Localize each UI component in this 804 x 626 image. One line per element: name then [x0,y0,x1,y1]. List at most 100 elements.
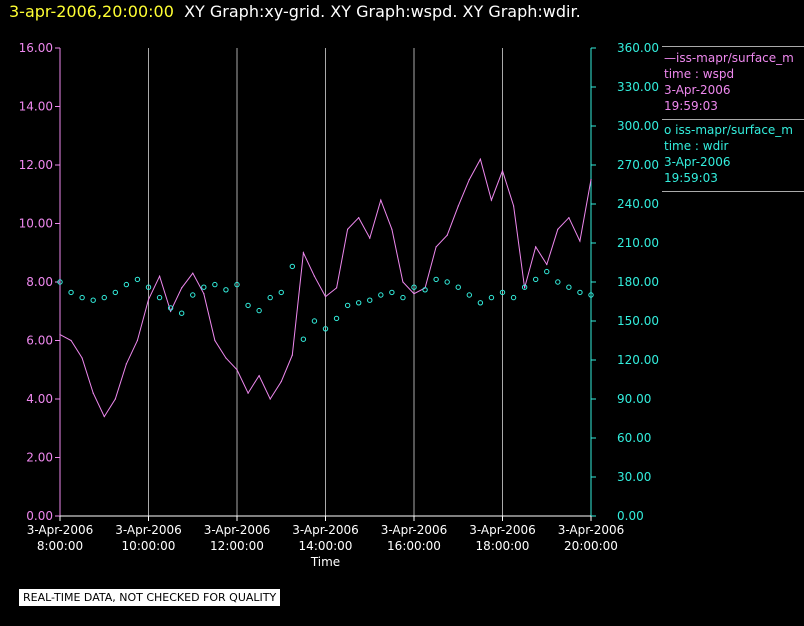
wdir-data-point [223,287,229,293]
wdir-data-point [521,284,528,290]
x-tick-time-label: 16:00:00 [387,539,441,553]
wspd-data-point [291,354,293,356]
wdir-data-point [455,284,461,290]
legend-entry-wspd: —iss-mapr/surface_m time : wspd 3-Apr-20… [664,50,794,114]
y-left-tick-label: 14.00 [19,100,53,114]
wdir-data-point [588,292,594,298]
wdir-data-point [167,305,174,311]
wdir-data-point [201,284,207,290]
title-timestamp: 3-apr-2006,20:00:00 [9,2,174,21]
y-left-tick-label: 4.00 [26,392,53,406]
wdir-data-point [422,287,428,293]
wspd-data-point [524,287,526,289]
legend-wspd-date: 3-Apr-2006 [664,83,731,97]
wspd-data-point [92,392,94,394]
wspd-data-point [181,287,183,289]
wspd-data-point [347,228,349,230]
legend-divider-middle [662,119,804,120]
wspd-data-point [435,246,437,248]
x-tick-date-label: 3-Apr-2006 [381,523,448,537]
wspd-data-point [557,228,559,230]
y-left-tick-label: 16.00 [19,41,53,55]
y-right-tick-label: 120.00 [617,353,659,367]
x-tick-time-label: 14:00:00 [299,539,353,553]
x-tick-date-label: 3-Apr-2006 [204,523,271,537]
legend-wdir-clock: 19:59:03 [664,171,718,185]
quality-note: REAL-TIME DATA, NOT CHECKED FOR QUALITY [19,589,281,606]
wdir-data-point [555,279,561,285]
wspd-data-point [501,170,504,172]
wdir-data-point [389,289,395,296]
wdir-data-point [433,276,439,283]
wdir-data-point [532,276,539,283]
y-right-tick-label: 180.00 [617,275,659,289]
wspd-data-point [114,398,116,400]
wdir-data-point [367,297,373,303]
wspd-data-point [369,237,371,239]
wspd-data-point [590,179,592,181]
wdir-data-point [90,297,96,303]
x-tick-date-label: 3-Apr-2006 [292,523,359,537]
wspd-data-point [479,158,481,160]
wspd-data-point [214,339,216,342]
x-tick-time-label: 18:00:00 [476,539,530,553]
wspd-data-point [225,357,227,359]
wspd-data-point [313,275,316,277]
x-tick-date-label: 3-Apr-2006 [115,523,182,537]
wdir-data-point [234,281,240,288]
wdir-data-point [289,263,296,270]
wdir-data-point [256,307,262,314]
wspd-data-point [170,310,172,312]
wdir-data-point [566,284,572,290]
x-tick-date-label: 3-Apr-2006 [469,523,536,537]
wspd-data-point [81,357,83,359]
x-tick-time-label: 8:00:00 [37,539,83,553]
y-right-tick-label: 240.00 [617,197,659,211]
y-right-tick-label: 90.00 [617,392,651,406]
wdir-data-point [499,289,506,296]
x-tick-time-label: 10:00:00 [122,539,176,553]
wdir-data-point [311,318,318,324]
wdir-data-point [444,279,450,285]
wspd-data-point [446,234,448,236]
wdir-data-point [212,281,218,288]
y-right-tick-label: 270.00 [617,158,659,172]
x-tick-time-label: 20:00:00 [564,539,618,553]
wspd-data-point [103,415,105,418]
wspd-data-point [136,339,139,342]
wspd-data-point [413,293,415,295]
wspd-data-point [147,298,150,301]
wspd-data-point [203,293,205,295]
wspd-data-point [70,339,72,342]
wdir-data-point [488,294,495,301]
wdir-data-point [245,302,251,309]
legend-wdir-field: time : wdir [664,139,729,153]
wspd-data-point [302,252,304,254]
wspd-data-point [546,263,548,266]
wdir-data-point [344,302,351,309]
wdir-data-point [322,326,329,332]
wspd-data-point [158,275,161,277]
y-right-tick-label: 330.00 [617,80,659,94]
wspd-data-point [247,392,249,394]
wdir-data-point [477,300,484,306]
legend-entry-wdir: o iss-mapr/surface_m time : wdir 3-Apr-2… [664,122,793,186]
x-axis-title: Time [310,555,340,569]
wdir-data-point [510,294,517,301]
y-left-tick-label: 8.00 [26,275,53,289]
wdir-data-point [355,300,362,306]
wdir-data-point [134,276,141,283]
graph-title: 3-apr-2006,20:00:00 XY Graph:xy-grid. XY… [9,2,581,21]
y-right-tick-label: 30.00 [617,470,651,484]
wdir-data-point [400,294,406,301]
wspd-data-point [335,287,338,289]
wspd-data-point [568,217,570,219]
y-left-tick-label: 2.00 [26,451,53,465]
wdir-data-point [190,292,196,298]
y-left-tick-label: 12.00 [19,158,53,172]
wdir-data-point [79,294,85,301]
wdir-data-point [577,289,583,296]
legend-wspd-series: —iss-mapr/surface_m [664,51,794,65]
wspd-data-point [402,281,404,283]
wspd-data-point [258,375,260,377]
